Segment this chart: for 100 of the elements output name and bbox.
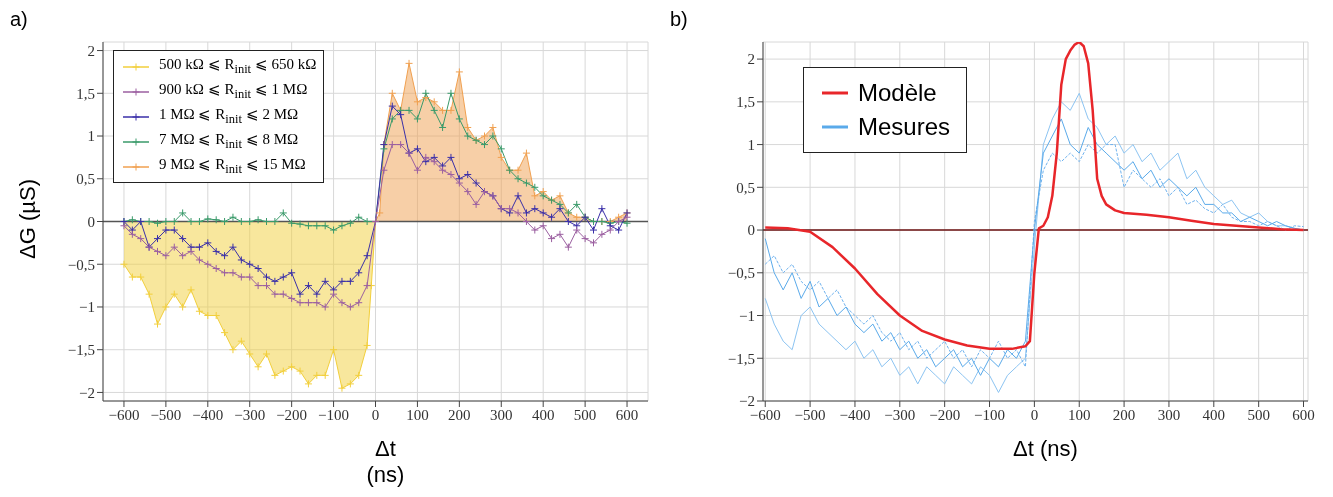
point	[413, 97, 422, 106]
point	[228, 213, 237, 222]
x-tick-label: 100	[1067, 406, 1091, 423]
point	[254, 215, 263, 224]
x-tick-label: −300	[234, 406, 266, 423]
point	[346, 277, 355, 286]
point	[153, 320, 162, 329]
x-tick-label: −600	[108, 406, 140, 423]
point	[413, 144, 422, 153]
point	[287, 219, 296, 228]
point	[329, 226, 338, 235]
point	[388, 114, 397, 123]
point	[296, 220, 305, 229]
point	[572, 213, 581, 222]
point	[413, 114, 422, 123]
point	[178, 234, 187, 243]
y-tick-label: −1,5	[727, 350, 755, 367]
legend-label: Mesures	[858, 112, 951, 142]
y-tick-label: 1,5	[76, 85, 95, 102]
point	[354, 268, 363, 277]
point	[228, 243, 237, 252]
x-tick-label: 500	[1247, 406, 1270, 423]
point	[279, 208, 288, 217]
point	[245, 260, 254, 269]
point	[296, 290, 305, 299]
legend-label: 1 MΩ ⩽ R$_{init}$ ⩽ 2 MΩ	[159, 105, 299, 128]
x-tick-label: −100	[974, 406, 1006, 423]
point	[228, 345, 237, 354]
point	[455, 67, 464, 76]
point	[262, 273, 271, 282]
text: b)	[670, 8, 688, 30]
point	[488, 132, 497, 141]
x-tick-label: −500	[150, 406, 182, 423]
point	[530, 204, 539, 213]
point	[446, 106, 455, 115]
x-tick-label: −200	[276, 406, 308, 423]
point	[589, 226, 598, 235]
point	[388, 89, 397, 98]
point	[388, 102, 397, 111]
point	[304, 221, 313, 230]
point	[270, 277, 279, 286]
point	[463, 123, 472, 132]
point	[530, 191, 539, 200]
point	[270, 371, 279, 380]
point	[522, 208, 531, 217]
point	[572, 200, 581, 209]
point	[287, 268, 296, 277]
point	[178, 302, 187, 311]
point	[128, 273, 137, 282]
x-tick-label: −100	[318, 406, 350, 423]
point	[438, 106, 447, 115]
point	[463, 132, 472, 141]
point	[262, 349, 271, 358]
y-tick-label: 1	[747, 136, 755, 153]
x-tick-label: 200	[448, 406, 471, 423]
x-tick-label: −400	[192, 406, 224, 423]
point	[564, 217, 573, 226]
point	[212, 247, 221, 256]
point	[161, 226, 170, 235]
point	[220, 328, 229, 337]
point	[597, 204, 606, 213]
x-tick-label: −400	[839, 406, 871, 423]
point	[438, 161, 447, 170]
point	[279, 273, 288, 282]
point	[128, 215, 137, 224]
point	[547, 213, 556, 222]
point	[430, 97, 439, 106]
point	[555, 191, 564, 200]
point	[455, 114, 464, 123]
point	[522, 149, 531, 158]
point	[539, 191, 548, 200]
x-tick-label: −200	[929, 406, 961, 423]
point	[346, 379, 355, 388]
x-tick-label: 200	[1112, 406, 1136, 423]
x-tick-label: 100	[406, 406, 429, 423]
point	[421, 89, 430, 98]
point	[304, 379, 313, 388]
point	[312, 290, 321, 299]
y-tick-label: −1	[739, 307, 755, 324]
x-tick-label: 400	[531, 406, 555, 423]
point	[296, 367, 305, 376]
point	[195, 307, 204, 316]
y-tick-label: 2	[747, 51, 755, 68]
point	[321, 371, 330, 380]
point	[438, 123, 447, 132]
point	[614, 226, 623, 235]
point	[530, 183, 539, 192]
point	[254, 362, 263, 371]
x-tick-label: −300	[884, 406, 916, 423]
y-axis-title: ΔG (µS)	[15, 179, 41, 259]
point	[119, 260, 128, 269]
point	[405, 59, 414, 68]
x-tick-label: 600	[615, 406, 639, 423]
point	[463, 170, 472, 179]
point	[539, 208, 548, 217]
point	[136, 273, 145, 282]
point	[279, 367, 288, 376]
point	[187, 285, 196, 294]
point	[145, 290, 154, 299]
point	[488, 123, 497, 132]
